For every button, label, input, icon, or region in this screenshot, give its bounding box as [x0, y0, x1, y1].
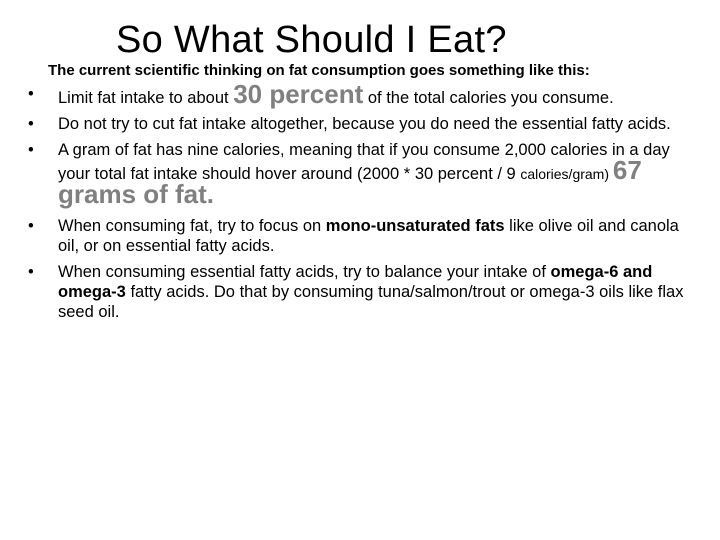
bullet-small-text: calories/gram) [520, 166, 613, 182]
bullet-icon: • [28, 263, 34, 281]
bullet-text: A gram of fat has nine calories, meaning… [58, 141, 670, 183]
bullet-text: Do not try to cut fat intake altogether,… [58, 115, 671, 133]
bullet-item-mono-unsaturated: • When consuming fat, try to focus on mo… [28, 216, 700, 256]
bullet-text: of the total calories you consume. [363, 89, 614, 107]
bullet-icon: • [28, 85, 34, 103]
bullet-icon: • [28, 217, 34, 235]
bullet-list: • Limit fat intake to about 30 percent o… [28, 81, 700, 322]
bullet-item-fat-limit: • Limit fat intake to about 30 percent o… [28, 81, 700, 108]
bullet-icon: • [28, 115, 34, 133]
highlight-percent: 30 percent [233, 79, 364, 109]
slide-subtitle: The current scientific thinking on fat c… [48, 62, 590, 79]
highlight-grams: 67 grams of fat. [58, 155, 642, 209]
bullet-item-calories-per-gram: • A gram of fat has nine calories, meani… [28, 140, 700, 208]
bullet-item-omega-balance: • When consuming essential fatty acids, … [28, 262, 700, 322]
bullet-text: When consuming essential fatty acids, tr… [58, 263, 551, 281]
bold-term: mono-unsaturated fats [325, 217, 505, 235]
bullet-text: fatty acids. Do that by consuming tuna/s… [58, 283, 684, 321]
bold-term: omega-6 and omega-3 [58, 263, 653, 301]
bullet-text: Limit fat intake to about [58, 89, 234, 107]
bullet-icon: • [28, 141, 34, 159]
slide-title: So What Should I Eat? [116, 19, 507, 61]
bullet-item-essential-fatty-acids: • Do not try to cut fat intake altogethe… [28, 114, 700, 134]
bullet-text: When consuming fat, try to focus on [58, 217, 326, 235]
bullet-text: like olive oil and canola oil, or on ess… [58, 217, 679, 255]
